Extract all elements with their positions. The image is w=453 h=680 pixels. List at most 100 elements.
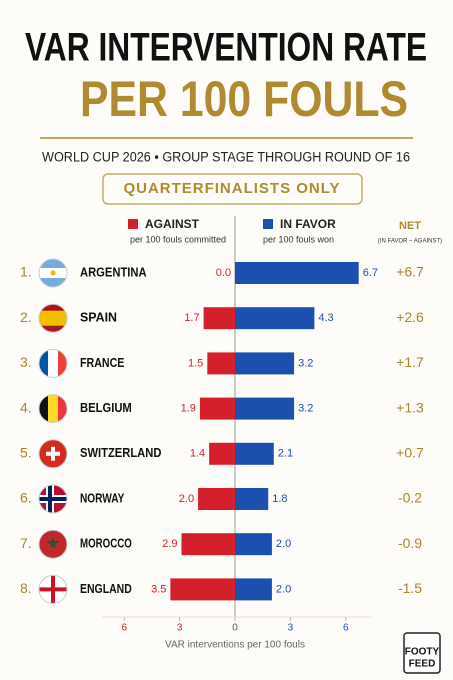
- value-label: 2.1: [278, 448, 293, 460]
- rank: 7.: [20, 535, 32, 551]
- value-label: 3.2: [298, 357, 313, 369]
- country: BELGIUM: [80, 400, 132, 415]
- country: ENGLAND: [80, 581, 132, 596]
- value-label: 1.9: [181, 403, 196, 415]
- value-label: 6.7: [363, 267, 378, 279]
- flag-stripe: [58, 394, 67, 423]
- x-tick-label: 6: [343, 623, 349, 634]
- flag-stripe: [58, 349, 67, 378]
- bar: [235, 578, 272, 601]
- legend-description: per 100 fouls won: [263, 234, 334, 244]
- value-label: 1.5: [188, 357, 203, 369]
- bar: [209, 442, 235, 465]
- bar: [235, 488, 269, 510]
- value-label: 1.7: [184, 312, 199, 324]
- bar: [235, 307, 315, 330]
- value-label: 2.9: [162, 538, 177, 550]
- legend-description: per 100 fouls committed: [130, 234, 226, 244]
- rank: 5.: [20, 445, 32, 461]
- bar: [170, 578, 235, 601]
- flag: [39, 530, 67, 559]
- rank: 3.: [20, 354, 32, 370]
- net-description: (IN FAVOR – AGAINST): [378, 239, 442, 245]
- legend-label: AGAINST: [145, 217, 200, 231]
- flag-cross: [39, 575, 67, 604]
- flag-ring: [38, 574, 68, 604]
- flag-stripe: [39, 259, 67, 269]
- country: SWITZERLAND: [80, 445, 161, 460]
- flag-cross: [46, 446, 60, 461]
- flag-stripe: [48, 394, 59, 423]
- net-value: +0.7: [396, 445, 424, 461]
- net-value: +2.6: [396, 309, 424, 325]
- bar: [199, 397, 235, 420]
- legend-swatch: [263, 219, 273, 229]
- flag-star: [46, 538, 60, 549]
- value-label: 2.0: [276, 583, 291, 595]
- country: NORWAY: [80, 490, 125, 505]
- flag-stripe: [39, 394, 49, 423]
- flag-sun: [50, 270, 56, 276]
- legend-swatch: [128, 219, 138, 229]
- net-header: NET: [399, 220, 421, 232]
- flag-stripe: [39, 310, 67, 319]
- bar: [181, 533, 235, 556]
- logo-text: FEED: [409, 659, 436, 670]
- flag-cross: [39, 485, 67, 513]
- bar: [198, 488, 235, 510]
- net-value: +1.3: [396, 399, 424, 415]
- net-value: +1.7: [396, 354, 424, 370]
- flag-ring: [38, 348, 68, 378]
- bar: [235, 352, 295, 375]
- bar: [235, 397, 295, 420]
- net-value: -0.9: [398, 535, 422, 551]
- rank: 2.: [20, 309, 32, 325]
- logo-text: FOOTY: [405, 647, 440, 658]
- bar: [203, 307, 235, 330]
- net-value: -0.2: [398, 490, 422, 506]
- value-label: 1.8: [272, 493, 287, 505]
- x-tick-label: 0: [232, 623, 238, 634]
- flag: [39, 439, 67, 468]
- subtitle: WORLD CUP 2026 • GROUP STAGE THROUGH ROU…: [42, 150, 410, 165]
- flag-ring: [38, 484, 68, 514]
- flag-stripe: [39, 530, 67, 559]
- flag-stripe: [39, 349, 49, 378]
- rank: 4.: [20, 399, 32, 415]
- flag-stripe: [39, 325, 67, 333]
- logo-box: [403, 632, 441, 674]
- value-label: 2.0: [179, 493, 194, 505]
- value-label: 0.0: [216, 267, 231, 279]
- x-tick-label: 3: [177, 623, 183, 634]
- value-label: 4.3: [318, 312, 333, 324]
- flag-ring: [38, 303, 68, 333]
- country: SPAIN: [80, 310, 117, 325]
- net-value: -1.5: [398, 580, 422, 596]
- chart-title: VAR INTERVENTION RATE: [25, 26, 427, 70]
- flag: [39, 394, 67, 423]
- rank: 1.: [20, 264, 32, 280]
- x-axis-title: VAR interventions per 100 fouls: [165, 640, 305, 651]
- value-label: 3.5: [151, 583, 166, 595]
- x-tick-label: 3: [288, 623, 294, 634]
- country: ARGENTINA: [80, 264, 147, 279]
- flag-ring: [38, 529, 68, 559]
- rank: 6.: [20, 490, 32, 506]
- flag-stripe: [48, 349, 59, 378]
- chart-title-line2: PER 100 FOULS: [80, 71, 408, 127]
- legend-label: IN FAVOR: [280, 217, 336, 231]
- flag: [39, 485, 67, 513]
- rank: 8.: [20, 580, 32, 596]
- bar: [235, 262, 359, 284]
- bar: [235, 442, 274, 465]
- flag-ring: [38, 439, 68, 469]
- value-label: 1.4: [190, 448, 205, 460]
- flag: [39, 259, 67, 287]
- badge: QUARTERFINALISTS ONLY: [123, 180, 340, 197]
- net-value: +6.7: [396, 264, 424, 280]
- flag-stripe: [39, 278, 67, 287]
- bar: [207, 352, 235, 375]
- value-label: 2.0: [276, 538, 291, 550]
